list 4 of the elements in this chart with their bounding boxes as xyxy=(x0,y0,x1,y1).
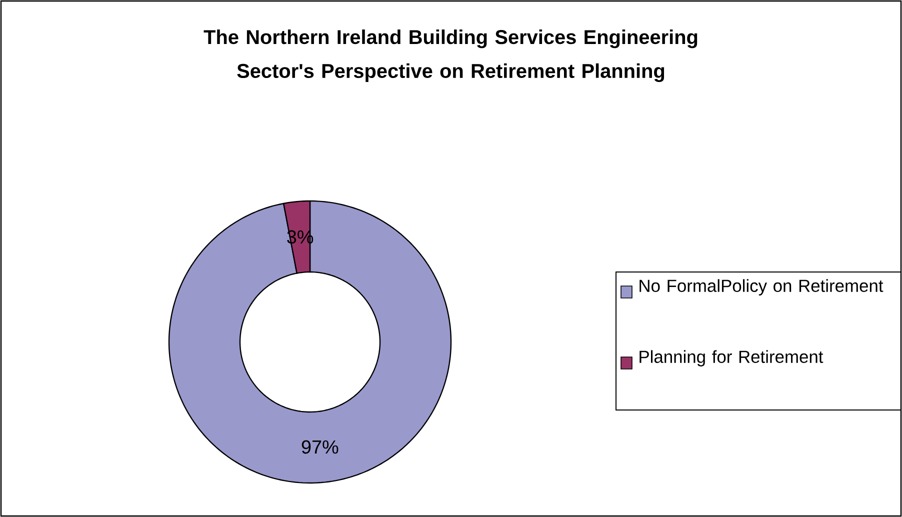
chart-title: The Northern Ireland Building Services Engineering Sector's Perspective on Retirement Planning xyxy=(204,30,698,82)
legend-label: No FormalPolicy on Retirement xyxy=(640,279,884,296)
data-label: 97% xyxy=(302,440,338,454)
legend-label: Planning for Retirement xyxy=(640,350,824,366)
